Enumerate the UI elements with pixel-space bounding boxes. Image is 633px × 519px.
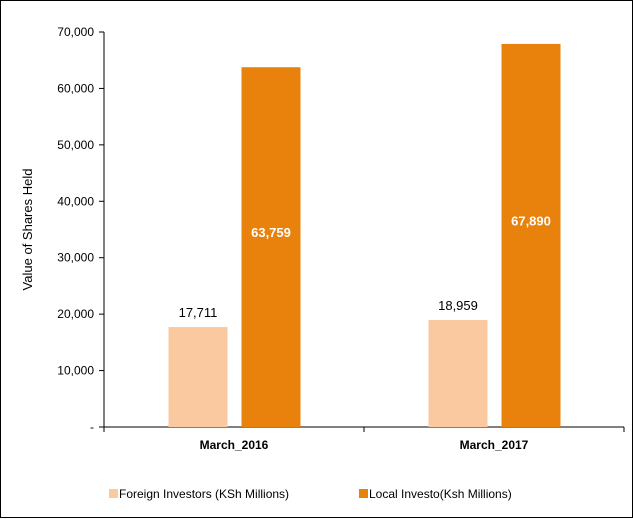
bar (428, 320, 488, 427)
legend-label: Foreign Investors (KSh Millions) (119, 487, 289, 501)
data-label: 63,759 (251, 225, 291, 240)
y-axis-label: Value of Shares Held (20, 169, 35, 291)
x-tick-label: March_2017 (460, 438, 529, 452)
bar (241, 67, 301, 427)
x-tick-label: March_2016 (200, 438, 269, 452)
bar (501, 43, 561, 427)
plot-area: - 10,000 20,000 30,000 40,000 50,000 60,000 70,… (20, 25, 625, 501)
y-tick-label: 70,000 (57, 25, 94, 39)
legend-swatch (109, 489, 118, 498)
y-tick-label: 50,000 (57, 138, 94, 152)
data-label: 17,711 (179, 305, 218, 320)
y-tick-label: - (90, 420, 94, 434)
data-label: 67,890 (511, 213, 551, 228)
legend-label: Local Investo(Ksh Millions) (369, 487, 512, 501)
data-label: 18,959 (438, 298, 478, 313)
bar (168, 327, 228, 427)
legend-swatch (359, 489, 368, 498)
y-tick-label: 20,000 (57, 307, 94, 321)
y-tick-label: 60,000 (57, 81, 94, 95)
y-tick-label: 30,000 (57, 251, 94, 265)
y-tick-label: 40,000 (57, 194, 94, 208)
y-tick-label: 10,000 (57, 364, 94, 378)
